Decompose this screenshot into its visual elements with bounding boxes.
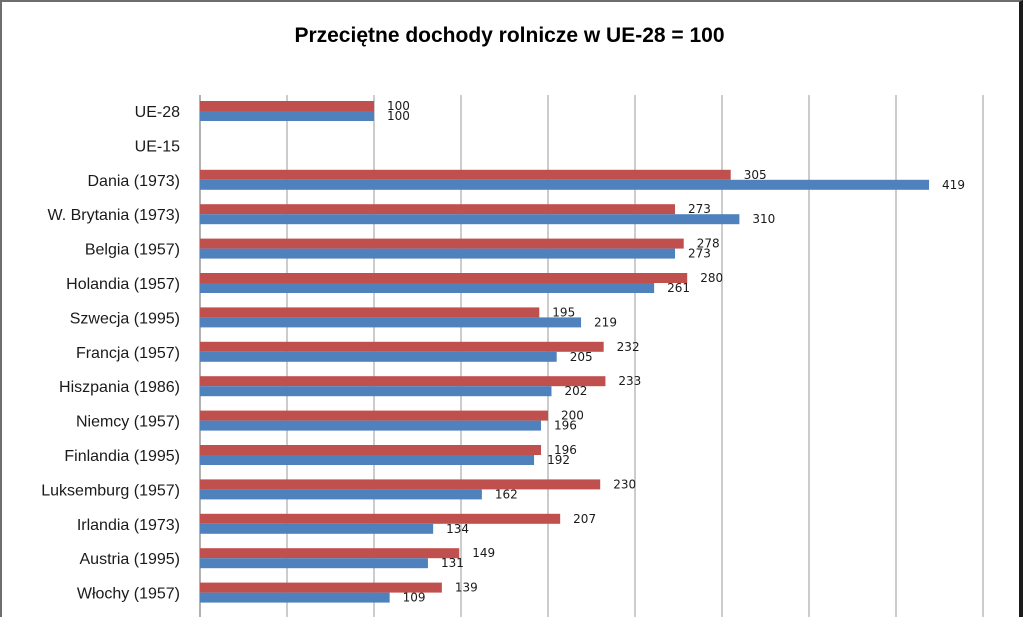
bar [200,317,582,328]
data-label: 196 [554,419,577,433]
category-label: Hiszpania (1986) [59,379,180,396]
data-label: 139 [455,581,478,595]
category-label: Szwecja (1995) [70,310,180,327]
data-label: 100 [387,109,410,123]
bar [200,307,540,318]
category-label: UE-28 [135,104,180,121]
data-label: 278 [697,237,720,251]
data-label: 162 [495,487,518,501]
bar [200,410,548,421]
bar [200,101,374,111]
bar [200,214,740,225]
category-label: Austria (1995) [80,551,181,568]
bar [200,582,442,593]
bar [200,169,731,180]
data-label: 202 [564,384,587,398]
bar [200,420,542,431]
bar [200,386,552,397]
category-label: Irlandia (1973) [77,517,180,534]
category-label: Dania (1973) [88,173,181,190]
chart-title: Przeciętne dochody rolnicze w UE-28 = 10… [294,24,725,47]
data-label: 149 [472,546,495,560]
data-label: 232 [617,340,640,354]
data-label: 273 [688,247,711,261]
data-label: 305 [744,168,767,182]
bar [200,204,676,215]
bar [200,283,655,293]
bar [200,351,557,362]
data-label: 100 [387,99,410,113]
data-label: 230 [613,477,636,491]
bar [200,273,688,283]
data-label: 261 [667,281,690,295]
bar [200,592,390,603]
category-label: W. Brytania (1973) [48,207,181,224]
bar [200,179,930,190]
category-label: Luksemburg (1957) [41,482,180,499]
data-label: 195 [552,305,575,319]
data-label: 310 [752,212,775,226]
data-label: 419 [942,178,965,192]
bar [200,513,561,524]
bar [200,548,460,559]
data-label: 131 [441,556,464,570]
category-label: Holandia (1957) [66,276,180,293]
category-label: Finlandia (1995) [64,448,180,465]
data-label: 280 [700,271,723,285]
bar [200,248,676,259]
bar [200,445,542,455]
category-label: Włochy (1957) [77,586,180,603]
bar [200,238,684,249]
data-label: 200 [561,409,584,423]
bar [200,341,604,352]
bar [200,523,434,534]
bar [200,376,606,387]
bar [200,558,428,569]
category-label: UE-15 [135,138,180,155]
category-label: Francja (1957) [76,345,180,362]
bar [200,455,535,465]
category-label: Belgia (1957) [85,242,180,259]
data-label: 273 [688,202,711,216]
data-label: 233 [618,374,641,388]
bar [200,479,601,490]
data-label: 192 [547,453,570,467]
data-label: 196 [554,443,577,457]
data-label: 134 [446,522,469,536]
data-label: 207 [573,512,596,526]
bar [200,111,374,121]
bar [200,489,482,500]
data-label: 109 [403,591,426,605]
data-label: 205 [570,350,593,364]
category-label: Niemcy (1957) [76,414,180,431]
data-label: 219 [594,315,617,329]
